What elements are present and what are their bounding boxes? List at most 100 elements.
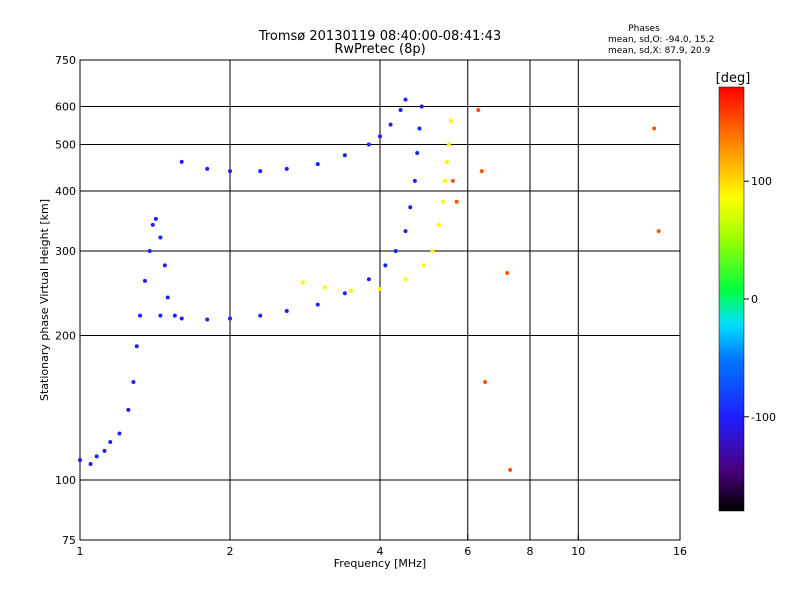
data-point (393, 249, 398, 254)
colorbar-tick-label: 0 (751, 293, 758, 306)
x-tick-label: 8 (527, 545, 534, 558)
colorbar-label: [deg] (716, 71, 751, 86)
data-point (440, 199, 445, 204)
data-point (421, 263, 426, 268)
y-axis-label: Stationary phase Virtual Height [km] (38, 199, 51, 401)
data-point (412, 178, 417, 183)
data-point (126, 407, 131, 412)
data-point (383, 263, 388, 268)
data-point (349, 288, 354, 293)
data-point (476, 108, 481, 113)
data-point (436, 222, 441, 227)
data-point (158, 235, 163, 240)
data-point (258, 169, 263, 174)
data-point (403, 97, 408, 102)
phases-heading: Phases (628, 24, 660, 34)
data-point (454, 199, 459, 204)
colorbar-ticks: 100 0 -100 (744, 175, 776, 424)
data-point (94, 454, 99, 459)
data-point (150, 222, 155, 227)
data-point (179, 159, 184, 164)
data-point (508, 467, 513, 472)
y-tick-label: 500 (55, 139, 76, 152)
data-point (403, 229, 408, 234)
data-point (450, 178, 455, 183)
data-point (258, 313, 263, 318)
data-point (142, 278, 147, 283)
data-point (300, 280, 305, 285)
data-point (430, 249, 435, 254)
chart-subtitle: RwPretec (8p) (334, 42, 425, 57)
y-tick-label: 600 (55, 101, 76, 114)
data-point (179, 316, 184, 321)
data-point (322, 285, 327, 290)
x-tick-label: 10 (571, 545, 585, 558)
y-tick-label: 400 (55, 185, 76, 198)
y-tick-label: 100 (55, 474, 76, 487)
data-point (228, 316, 232, 321)
data-point (415, 151, 420, 156)
x-axis-ticks: 1 2 4 6 8 10 16 (77, 535, 687, 558)
y-tick-label: 75 (62, 534, 76, 547)
data-point (446, 142, 451, 147)
data-point (378, 134, 382, 139)
data-point (342, 291, 347, 296)
y-axis-ticks: 75 100 200 300 400 500 600 750 (55, 54, 85, 547)
data-point (448, 118, 453, 123)
data-point (147, 249, 152, 254)
data-point (315, 302, 320, 307)
x-tick-label: 4 (377, 545, 384, 558)
data-point (88, 461, 93, 466)
grid-lines (80, 60, 680, 540)
data-point (165, 295, 170, 300)
data-point (366, 277, 371, 282)
data-point (108, 440, 113, 445)
y-tick-label: 750 (55, 54, 76, 67)
data-point (228, 169, 232, 174)
data-point (131, 380, 136, 385)
data-point (162, 263, 167, 268)
y-tick-label: 200 (55, 330, 76, 343)
data-point (284, 166, 289, 171)
data-point (408, 205, 413, 210)
x-tick-label: 6 (464, 545, 471, 558)
phases-stats-o: mean, sd,O: -94.0, 15.2 (608, 35, 714, 45)
data-point (656, 229, 661, 234)
x-axis-label: Frequency [MHz] (334, 557, 426, 570)
data-point (479, 169, 484, 174)
data-point (442, 178, 447, 183)
data-point (378, 287, 382, 292)
x-tick-label: 16 (673, 545, 687, 558)
data-point (652, 126, 657, 131)
data-point (388, 122, 393, 127)
data-point (417, 126, 422, 131)
data-point (117, 431, 122, 436)
data-point (505, 270, 510, 275)
data-point (403, 277, 408, 282)
data-point (205, 317, 210, 322)
x-tick-label: 1 (77, 545, 84, 558)
chart-title: Tromsø 20130119 08:40:00-08:41:43 (258, 29, 501, 44)
data-point (205, 166, 210, 171)
data-point (102, 448, 107, 453)
colorbar (718, 86, 745, 512)
data-point (134, 344, 139, 349)
data-point (78, 458, 82, 463)
data-point (366, 142, 371, 147)
data-point (444, 159, 449, 164)
y-tick-label: 300 (55, 245, 76, 258)
data-point (315, 162, 320, 167)
x-tick-label: 2 (227, 545, 234, 558)
data-point (153, 216, 158, 221)
data-point (172, 313, 177, 318)
data-point (398, 108, 403, 113)
data-point (138, 313, 143, 318)
colorbar-tick-label: -100 (751, 411, 776, 424)
data-point (284, 308, 289, 313)
colorbar-tick-label: 100 (751, 175, 772, 188)
data-point (158, 313, 163, 318)
data-points (78, 97, 661, 472)
phases-stats-x: mean, sd,X: 87.9, 20.9 (608, 46, 711, 56)
data-point (342, 153, 347, 158)
